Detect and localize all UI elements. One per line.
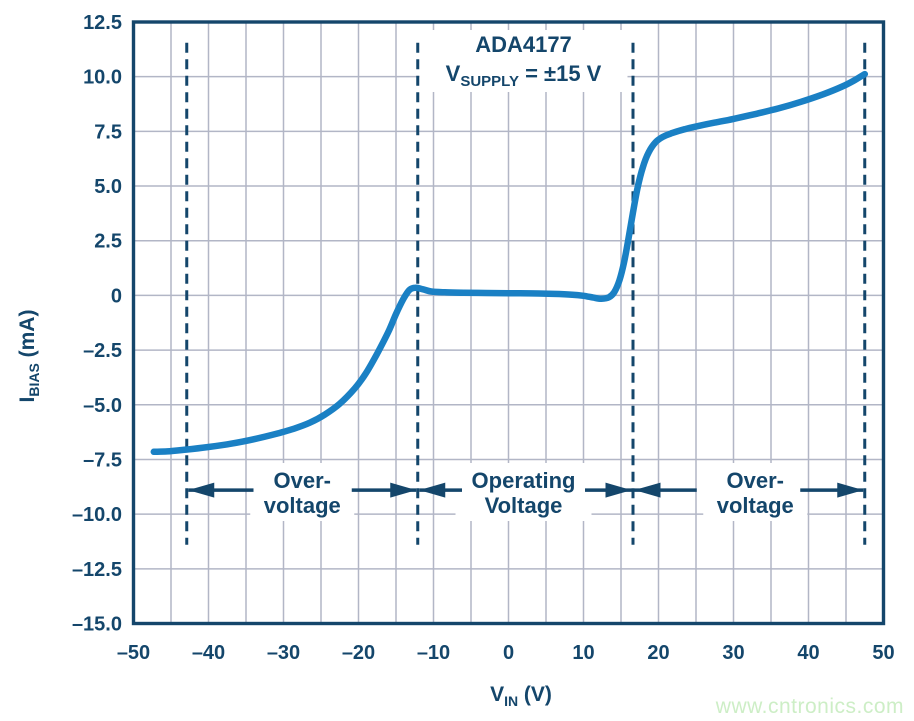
- bias-current-curve: [150, 70, 869, 456]
- region-label-background: [455, 463, 592, 521]
- text-layer: 12.5 10.0 7.5 5.0 2.5 0 –2.5 –5.0 –7.5 –10.0 –12.5…: [16, 12, 895, 709]
- region-label-line2: voltage: [264, 493, 341, 518]
- y-tick-label: –5.0: [83, 395, 122, 417]
- region-label-background: [250, 463, 355, 521]
- x-tick-label: –10: [417, 642, 450, 664]
- region-arrow-head: [837, 482, 864, 498]
- y-tick-label: 5.0: [94, 176, 122, 198]
- y-tick-label: –7.5: [83, 449, 122, 471]
- y-tick-label: 12.5: [83, 12, 122, 34]
- region-arrow-head: [188, 482, 215, 498]
- region-label-background: [703, 463, 808, 521]
- region-label-line1: Over-: [274, 468, 331, 493]
- x-tick-label: –40: [192, 642, 225, 664]
- x-tick-label: 0: [503, 642, 514, 664]
- x-tick-label: 10: [572, 642, 594, 664]
- region-arrow-head: [390, 482, 417, 498]
- region-boundary-layer: [185, 42, 867, 545]
- watermark: www.cntronics.com: [715, 695, 904, 718]
- y-tick-label: 0: [111, 285, 122, 307]
- x-tick-label: –50: [117, 642, 150, 664]
- region-label-line1: Operating: [472, 468, 576, 493]
- x-tick-label: 50: [872, 642, 894, 664]
- x-tick-label: 20: [647, 642, 669, 664]
- y-tick-label: –15.0: [72, 614, 122, 636]
- y-tick-label: 2.5: [94, 231, 122, 253]
- x-tick-label: 30: [722, 642, 744, 664]
- x-tick-label: –20: [342, 642, 375, 664]
- x-axis-label: VIN (V): [490, 683, 552, 709]
- region-label-line2: Voltage: [485, 493, 563, 518]
- y-tick-label: –2.5: [83, 340, 122, 362]
- region-arrow-head: [605, 482, 632, 498]
- y-tick-label: –10.0: [72, 504, 122, 526]
- plot-border: [131, 20, 886, 626]
- label-background-layer: [250, 30, 808, 521]
- curve-layer: [150, 70, 869, 456]
- annotation-layer: [188, 482, 864, 498]
- region-arrow-head: [634, 482, 661, 498]
- y-tick-label: –12.5: [72, 559, 122, 581]
- x-tick-label: 40: [797, 642, 819, 664]
- region-arrow-head: [419, 482, 446, 498]
- region-label-line2: voltage: [717, 493, 794, 518]
- plot-frame-layer: [131, 20, 886, 626]
- y-axis-label: IBIAS (mA): [16, 310, 42, 403]
- chart-subtitle: VSUPPLY = ±15 V: [446, 61, 602, 90]
- chart-title: ADA4177: [475, 32, 572, 57]
- title-background: [419, 30, 628, 92]
- y-tick-label: 7.5: [94, 121, 122, 143]
- region-label-line1: Over-: [727, 468, 784, 493]
- x-tick-label: –30: [267, 642, 300, 664]
- y-tick-label: 10.0: [83, 67, 122, 89]
